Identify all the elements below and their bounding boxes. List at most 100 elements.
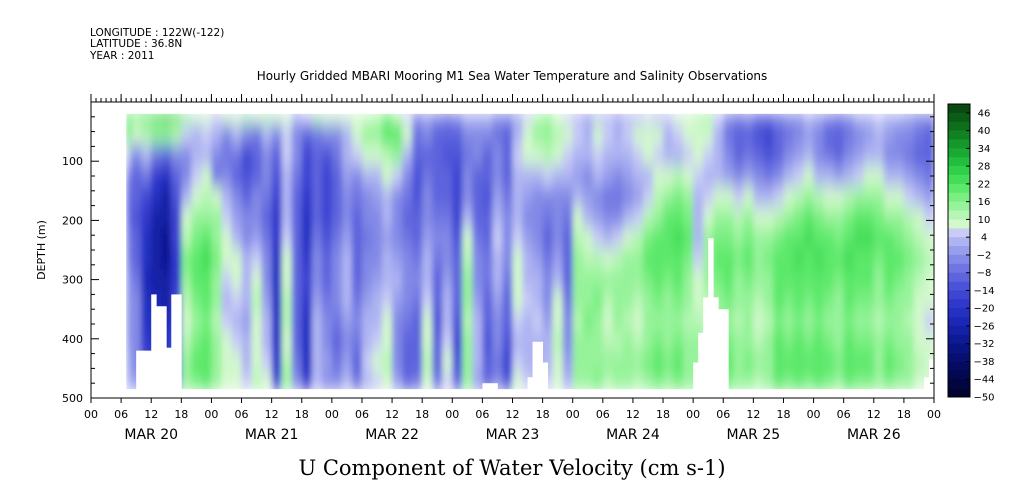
- heatmap-cell: [462, 310, 473, 332]
- heatmap-cell: [823, 207, 835, 229]
- colorbar-label: 28: [978, 162, 991, 173]
- heatmap-cell: [241, 289, 253, 312]
- heatmap-cell: [131, 269, 142, 291]
- heatmap-cell: [492, 269, 504, 291]
- heatmap-cell: [492, 248, 504, 270]
- heatmap-cell: [542, 207, 554, 229]
- heatmap-cell: [632, 372, 644, 390]
- heatmap-cell: [592, 113, 604, 125]
- heatmap-cell: [126, 227, 132, 250]
- x-tick-label: 18: [897, 408, 911, 421]
- heatmap-cell: [492, 186, 504, 208]
- heatmap-cell: [452, 352, 463, 374]
- heatmap-cell: [382, 207, 393, 229]
- heatmap-cell: [372, 113, 383, 125]
- variable-label: U Component of Water Velocity (cm s-1): [298, 456, 725, 480]
- heatmap-cell: [572, 227, 584, 250]
- heatmap-cell: [452, 227, 463, 250]
- heatmap-cell: [271, 269, 283, 291]
- heatmap-cell: [382, 331, 393, 353]
- heatmap-cell: [803, 352, 815, 374]
- heatmap-cell: [502, 207, 514, 229]
- heatmap-cell: [462, 113, 473, 125]
- heatmap-cell: [291, 124, 303, 146]
- heatmap-cell: [853, 207, 865, 229]
- heatmap-cell: [141, 186, 152, 208]
- heatmap-cell: [261, 269, 273, 291]
- heatmap-cell: [512, 113, 524, 125]
- heatmap-cell: [422, 310, 433, 332]
- heatmap-cell: [251, 352, 263, 374]
- heatmap-cell: [522, 331, 534, 353]
- heatmap-cell: [281, 269, 293, 291]
- heatmap-cell: [151, 227, 162, 250]
- y-tick-label: 500: [62, 392, 83, 405]
- heatmap-cell: [773, 372, 785, 390]
- heatmap-cell: [382, 124, 393, 146]
- heatmap-cell: [161, 165, 172, 187]
- heatmap-cell: [552, 372, 564, 390]
- heatmap-cell: [442, 310, 453, 332]
- heatmap-cell: [231, 269, 243, 291]
- heatmap-cell: [642, 124, 654, 146]
- heatmap-cell: [843, 289, 855, 312]
- heatmap-cell: [231, 113, 243, 125]
- heatmap-cell: [422, 124, 433, 146]
- no-data-gap: [708, 238, 714, 390]
- heatmap-cell: [126, 352, 132, 374]
- heatmap-cell: [231, 227, 243, 250]
- heatmap-cell: [783, 248, 795, 270]
- heatmap-cell: [492, 289, 504, 312]
- heatmap-cell: [632, 207, 644, 229]
- heatmap-cell: [612, 165, 624, 187]
- no-data-gap: [542, 362, 549, 390]
- heatmap-cell: [753, 186, 764, 208]
- heatmap-cell: [823, 248, 835, 270]
- heatmap-cell: [321, 124, 333, 146]
- heatmap-cell: [642, 113, 654, 125]
- heatmap-cell: [622, 144, 634, 167]
- heatmap-cell: [311, 248, 323, 270]
- heatmap-cell: [913, 207, 925, 229]
- heatmap-cell: [753, 310, 764, 332]
- heatmap-cell: [402, 227, 413, 250]
- heatmap-cell: [482, 372, 494, 390]
- x-tick-label: 18: [656, 408, 670, 421]
- heatmap-cell: [542, 248, 554, 270]
- heatmap-cell: [753, 269, 764, 291]
- heatmap-cell: [372, 124, 383, 146]
- heatmap-cell: [632, 310, 644, 332]
- heatmap-cell: [632, 165, 644, 187]
- heatmap-cell: [602, 331, 614, 353]
- heatmap-cell: [432, 352, 443, 374]
- heatmap-cell: [281, 227, 293, 250]
- heatmap-cell: [231, 372, 243, 390]
- heatmap-cell: [261, 186, 273, 208]
- heatmap-cell: [562, 372, 574, 390]
- heatmap-cell: [813, 165, 825, 187]
- heatmap-cell: [231, 207, 243, 229]
- heatmap-cell: [181, 372, 192, 390]
- heatmap-cell: [271, 352, 283, 374]
- heatmap-cell: [592, 352, 604, 374]
- heatmap-cell: [402, 248, 413, 270]
- heatmap-cell: [673, 289, 684, 312]
- heatmap-cell: [311, 372, 323, 390]
- heatmap-cell: [833, 289, 845, 312]
- heatmap-cell: [833, 372, 845, 390]
- heatmap-cell: [592, 269, 604, 291]
- heatmap-cell: [532, 165, 544, 187]
- heatmap-cell: [131, 227, 142, 250]
- heatmap-cell: [743, 289, 754, 312]
- heatmap-cell: [452, 289, 463, 312]
- heatmap-cell: [482, 186, 494, 208]
- heatmap-cell: [763, 331, 775, 353]
- heatmap-cell: [141, 289, 152, 312]
- y-tick-label: 300: [62, 274, 83, 287]
- heatmap-cell: [602, 227, 614, 250]
- heatmap-cell: [582, 144, 594, 167]
- colorbar-label: −38: [973, 357, 994, 368]
- heatmap-cell: [442, 331, 453, 353]
- heatmap-field: [91, 102, 934, 398]
- heatmap-cell: [382, 248, 393, 270]
